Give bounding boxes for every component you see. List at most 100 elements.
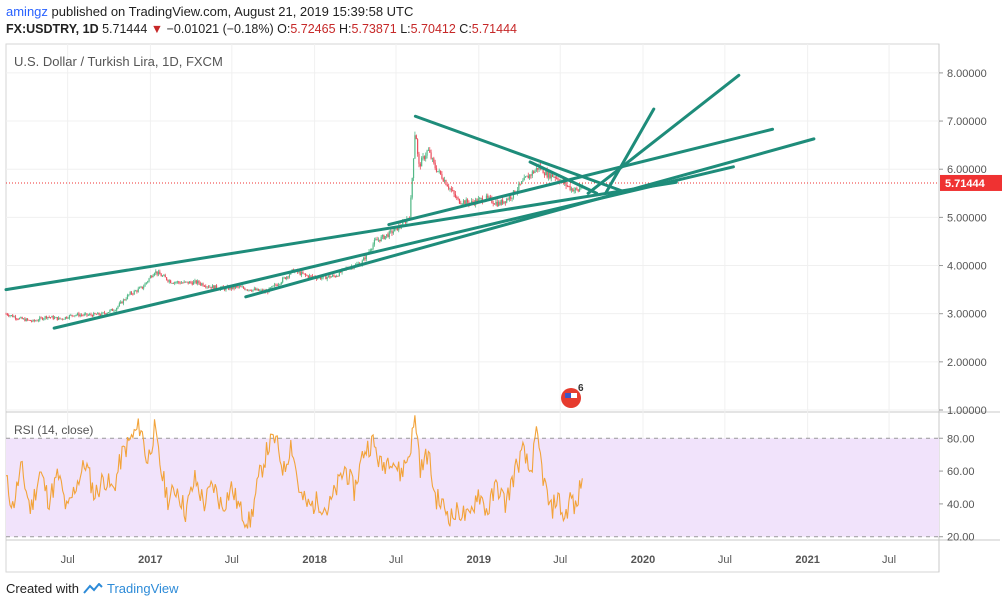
rsi-line <box>5 415 583 529</box>
candle-body <box>28 319 30 321</box>
price-change: −0.01021 (−0.18%) <box>166 22 274 36</box>
candle-body <box>240 286 242 288</box>
candle-body <box>434 162 436 169</box>
candle-body <box>205 286 207 288</box>
candle-body <box>507 198 509 200</box>
candle-body <box>128 294 130 296</box>
tradingview-brand[interactable]: TradingView <box>106 581 179 596</box>
candle-body <box>252 289 254 292</box>
candle-body <box>71 314 73 316</box>
candle-body <box>331 275 334 277</box>
candle-body <box>58 317 60 320</box>
candle-body <box>124 299 126 301</box>
candle-body <box>152 275 154 278</box>
candle-body <box>44 316 46 319</box>
candle-body <box>533 171 535 173</box>
candle-body <box>103 312 106 314</box>
candle-body <box>117 306 119 309</box>
candle-body <box>60 318 62 320</box>
candle-body <box>155 271 157 274</box>
candle-body <box>182 282 184 284</box>
candle-body <box>423 156 425 159</box>
time-tick-label: Jul <box>225 554 239 566</box>
candle-body <box>63 319 65 320</box>
time-tick-label: Jul <box>61 554 75 566</box>
open-label: O: <box>277 22 291 36</box>
candle-body <box>427 149 430 151</box>
candle-body <box>39 317 41 321</box>
candle-body <box>198 280 200 284</box>
candle-body <box>442 178 444 182</box>
candle-body <box>321 277 323 279</box>
price-tick-label: 3.00000 <box>947 309 987 321</box>
candle-body <box>53 317 56 319</box>
candle-body <box>327 275 330 278</box>
candle-body <box>519 183 521 185</box>
candle-body <box>151 276 153 278</box>
candle-body <box>161 275 164 277</box>
candle-body <box>566 185 569 187</box>
candle-body <box>338 271 340 277</box>
candle-body <box>390 230 392 232</box>
candle-body <box>120 301 122 304</box>
candle-body <box>101 312 103 316</box>
candle-body <box>417 139 419 154</box>
candle-body <box>18 318 21 320</box>
price-tick-label: 7.00000 <box>947 116 987 128</box>
time-tick-label: Jul <box>718 554 732 566</box>
candle-body <box>547 171 550 178</box>
candle-body <box>410 197 412 219</box>
candle-body <box>236 286 238 288</box>
candle-body <box>530 174 532 176</box>
candle-body <box>422 156 424 158</box>
candle-body <box>251 290 253 292</box>
candle-body <box>8 315 10 317</box>
candle-body <box>480 197 482 199</box>
candle-body <box>458 198 461 204</box>
candle-body <box>496 201 498 207</box>
candle-body <box>33 319 35 321</box>
candle-body <box>580 187 582 189</box>
candle-body <box>159 271 161 275</box>
publisher-username[interactable]: amingz <box>6 4 48 19</box>
candle-body <box>5 313 7 315</box>
candle-body <box>531 171 533 176</box>
candle-body <box>284 277 286 279</box>
candle-body <box>163 275 165 277</box>
candle-body <box>453 190 455 194</box>
candle-body <box>133 290 135 294</box>
open-value: 5.72465 <box>290 22 336 36</box>
ohlc-line: FX:USDTRY, 1D 5.71444 ▼ −0.01021 (−0.18%… <box>6 22 517 36</box>
candle-body <box>213 285 215 290</box>
chart-title: U.S. Dollar / Turkish Lira, 1D, FXCM <box>14 54 223 69</box>
candle-body <box>232 285 234 289</box>
candle-body <box>210 286 212 289</box>
candle-body <box>32 319 34 322</box>
candle-body <box>454 193 457 198</box>
candle-body <box>375 239 377 241</box>
candle-body <box>553 176 555 178</box>
candle-body <box>188 281 191 284</box>
candle-body <box>79 314 81 317</box>
candle-body <box>229 286 231 290</box>
candle-body <box>283 277 285 279</box>
candle-body <box>257 288 259 291</box>
candle-body <box>31 320 33 322</box>
candle-body <box>148 278 150 282</box>
candle-body <box>122 299 125 304</box>
candle-body <box>450 188 452 191</box>
tradingview-logo-icon <box>83 582 103 594</box>
candle-body <box>35 320 37 322</box>
candle-body <box>156 271 158 275</box>
candle-body <box>543 173 546 176</box>
candle-body <box>429 149 431 153</box>
candle-body <box>279 284 281 285</box>
candle-body <box>172 283 174 284</box>
rsi-band <box>6 438 939 537</box>
candle-body <box>286 276 288 279</box>
candle-body <box>476 199 478 203</box>
rsi-tick-label: 40.00 <box>947 499 975 511</box>
candle-body <box>87 314 89 316</box>
candle-body <box>554 176 556 178</box>
